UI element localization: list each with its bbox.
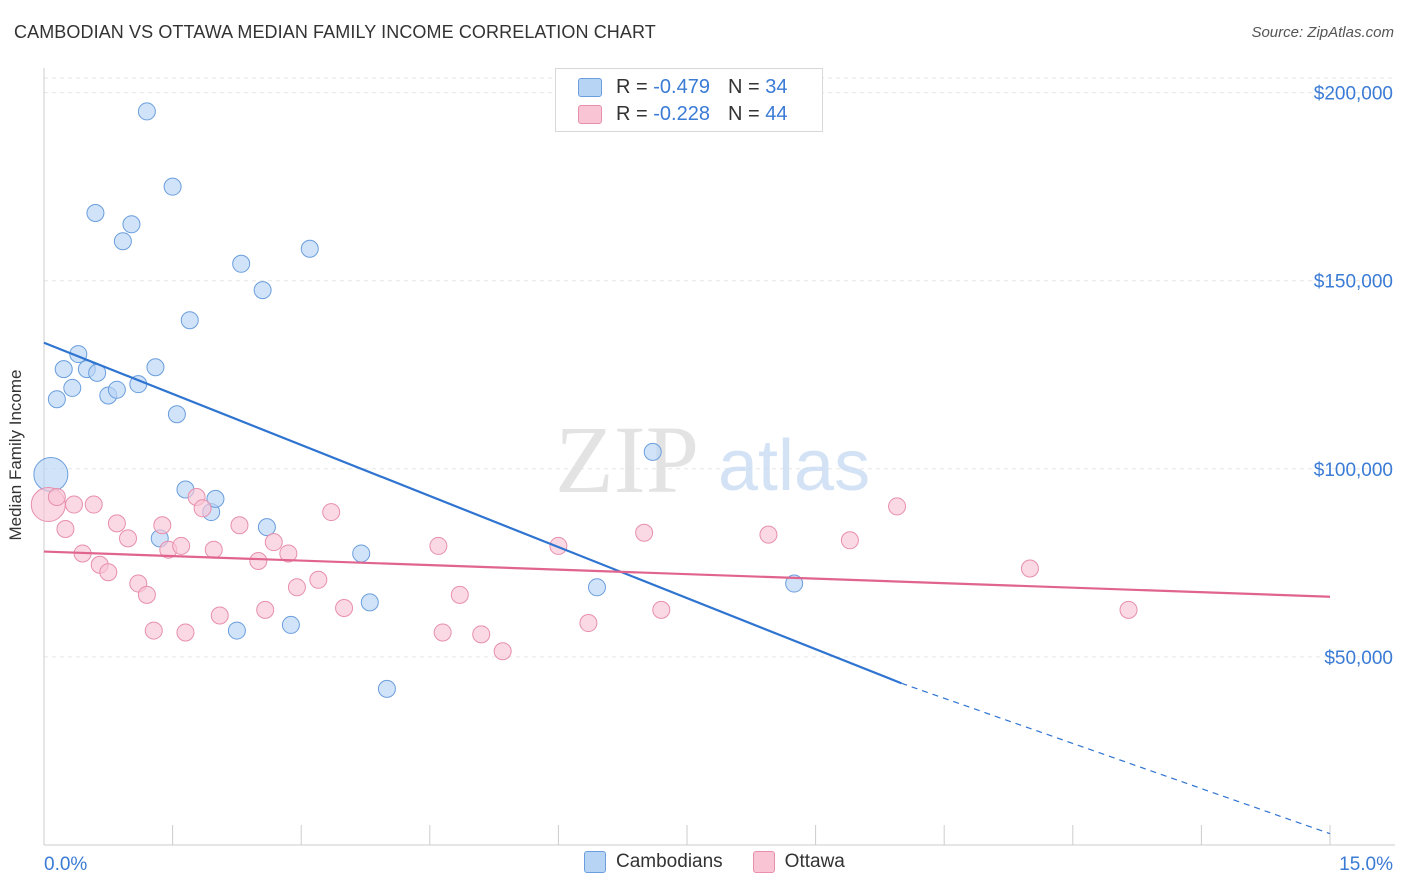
ottawa-point [472,625,491,644]
cambodians-point [206,489,225,508]
ottawa-point [153,516,172,535]
cambodians-point [180,311,199,330]
legend-label-cambodians: Cambodians [616,851,723,872]
ottawa-point [107,514,126,533]
legend-n-label: N = [727,75,760,98]
cambodians-point [113,232,132,251]
ottawa-point [172,536,191,555]
ottawa-point [210,606,229,625]
ottawa-point [230,516,249,535]
cambodians-point [300,239,319,258]
ottawa-point [429,536,448,555]
legend-row-cambodians: R = -0.479 N = 34 [578,75,787,99]
cambodians-point [47,390,66,409]
ottawa-point [287,578,306,597]
cambodians-point [360,593,379,612]
ottawa-point [309,570,328,589]
ottawa-point [119,529,138,548]
cambodians-point [167,405,186,424]
ottawa-point [279,544,298,563]
y-tick-label: $200,000 [1314,84,1393,105]
cambodians-point [232,254,251,273]
cambodians-point [122,215,141,234]
legend-r-label: R = [616,102,648,125]
series-legend: Cambodians Ottawa [584,851,875,873]
ottawa-point [433,623,452,642]
ottawa-point [176,623,195,642]
cambodians-point [227,621,246,640]
cambodians-point [587,578,606,597]
ottawa-point [137,585,156,604]
watermark-zip: ZIP [555,406,699,513]
legend-swatch-ottawa [752,851,775,873]
cambodians-point [785,574,804,593]
source-label: Source: ZipAtlas.com [1251,24,1394,41]
watermark-atlas: atlas [718,426,870,506]
ottawa-point [144,621,163,640]
cambodians-trend-extension [901,682,1331,835]
legend-n-label: N = [727,102,760,125]
ottawa-point [840,531,859,550]
cambodians-point [86,204,105,222]
ottawa-point [1020,559,1039,578]
ottawa-point [450,585,469,604]
ottawa-point [322,503,341,522]
ottawa-point [256,600,275,619]
cambodians-point [352,544,371,563]
legend-row-ottawa: R = -0.228 N = 44 [578,102,787,126]
x-tick-label: 15.0% [1339,854,1393,875]
cambodians-point [137,102,156,121]
legend-item-cambodians: Cambodians [584,851,723,873]
cambodians-point [257,518,276,537]
x-tick-label: 0.0% [44,854,87,875]
ottawa-point [493,642,512,661]
correlation-legend: R = -0.479 N = 34 R = -0.228 N = 44 [555,68,823,132]
ottawa-point [47,488,66,507]
y-tick-label: $150,000 [1314,272,1393,293]
ottawa-point [249,551,268,570]
cambodians-point [54,360,73,379]
ottawa-point [65,495,84,514]
y-tick-label: $100,000 [1314,460,1393,481]
legend-swatch-ottawa [578,104,602,124]
y-tick-label: $50,000 [1324,648,1393,669]
ottawa-trend-line [43,550,1331,598]
cambodians-point [107,380,126,399]
cambodians-point [377,679,396,698]
legend-n-value: 34 [765,75,788,98]
cambodians-point [163,177,182,196]
legend-item-ottawa: Ottawa [752,851,845,873]
legend-n-value: 44 [765,102,788,125]
legend-r-label: R = [616,75,648,98]
cambodians-point [33,456,69,492]
ottawa-point [579,614,598,633]
legend-r-value: -0.479 [653,75,710,98]
cambodians-point [281,615,300,634]
cambodians-point [146,358,165,377]
cambodians-point [253,281,272,300]
chart-title: CAMBODIAN VS OTTAWA MEDIAN FAMILY INCOME… [14,22,656,42]
cambodians-point [643,442,662,461]
ottawa-point [888,497,907,516]
ottawa-point [335,599,354,617]
ottawa-point [193,499,212,518]
ottawa-point [1119,600,1138,619]
cambodians-trend-line [43,341,902,685]
ottawa-point [264,533,283,552]
ottawa-point [84,495,103,514]
legend-r-value: -0.228 [653,102,710,125]
ottawa-point [652,600,671,619]
legend-label-ottawa: Ottawa [784,851,845,872]
ottawa-point [635,523,654,542]
legend-swatch-cambodians [584,851,606,873]
ottawa-point [759,525,778,544]
legend-swatch-cambodians [578,77,602,97]
cambodians-point [63,378,82,397]
ottawa-point [99,563,118,582]
ottawa-point [204,540,223,559]
ottawa-point [56,520,75,538]
